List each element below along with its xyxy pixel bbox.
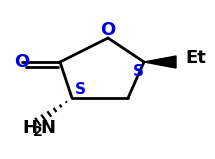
Text: S: S	[132, 65, 143, 80]
Text: Et: Et	[185, 49, 206, 67]
Text: O: O	[14, 53, 30, 71]
Text: H: H	[22, 119, 37, 137]
Text: O: O	[100, 21, 116, 39]
Text: N: N	[40, 119, 55, 137]
Text: S: S	[75, 83, 86, 97]
Polygon shape	[144, 56, 176, 68]
Text: 2: 2	[33, 125, 43, 139]
